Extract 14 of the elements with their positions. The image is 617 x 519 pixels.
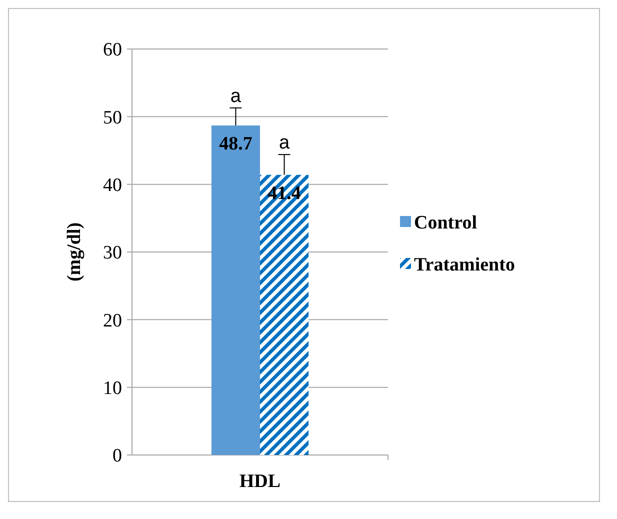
- y-tick-label: 20: [103, 310, 122, 332]
- data-label: 48.7: [219, 133, 253, 154]
- y-tick-label: 60: [103, 40, 122, 61]
- legend-label: Control: [414, 212, 477, 234]
- y-axis-title: (mg/dl): [64, 222, 85, 282]
- legend-label: Tratamiento: [414, 254, 515, 276]
- y-tick-label: 0: [112, 446, 122, 467]
- y-tick-label: 50: [103, 107, 122, 128]
- y-tick-label: 30: [103, 242, 122, 264]
- y-tick-label: 10: [103, 378, 122, 399]
- annotation: a: [230, 86, 242, 107]
- y-tick-label: 40: [103, 174, 122, 196]
- x-tick-label: HDL: [239, 471, 281, 492]
- annotation: a: [278, 132, 290, 154]
